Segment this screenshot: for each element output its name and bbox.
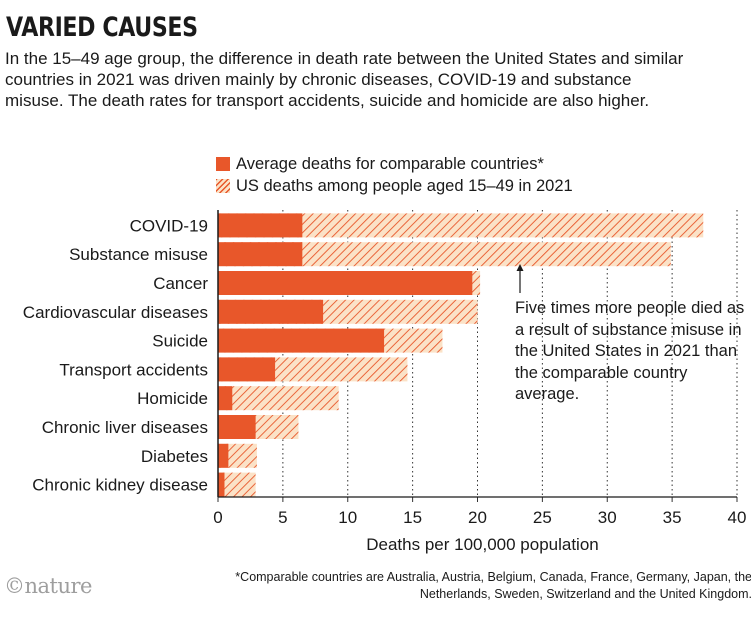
category-label: Cardiovascular diseases bbox=[23, 303, 208, 322]
x-tick-label: 20 bbox=[468, 508, 487, 527]
bar-comparable bbox=[218, 213, 303, 238]
category-label: COVID-19 bbox=[130, 216, 208, 235]
footnote: *Comparable countries are Australia, Aus… bbox=[235, 570, 751, 601]
legend: Average deaths for comparable countries*… bbox=[216, 153, 573, 197]
grid-lines bbox=[282, 210, 738, 497]
bar-us bbox=[218, 386, 339, 411]
nature-logo: ©nature bbox=[4, 574, 92, 598]
bar-comparable bbox=[218, 386, 233, 411]
x-tick-label: 25 bbox=[533, 508, 552, 527]
legend-swatch-solid bbox=[216, 157, 230, 171]
x-tick-label: 0 bbox=[213, 508, 222, 527]
x-tick-label: 5 bbox=[278, 508, 287, 527]
legend-item-comparable: Average deaths for comparable countries* bbox=[216, 153, 573, 175]
x-tick-label: 15 bbox=[403, 508, 422, 527]
legend-label-us: US deaths among people aged 15–49 in 202… bbox=[236, 176, 573, 195]
legend-label-comparable: Average deaths for comparable countries* bbox=[236, 154, 544, 173]
bar-comparable bbox=[218, 443, 229, 468]
bar-comparable bbox=[218, 299, 324, 324]
chart-title: VARIED CAUSES bbox=[6, 12, 198, 43]
x-tick-label: 30 bbox=[598, 508, 617, 527]
bar-comparable bbox=[218, 472, 225, 497]
legend-swatch-hatched bbox=[216, 179, 230, 193]
bar-comparable bbox=[218, 328, 385, 353]
chart-subtitle: In the 15–49 age group, the difference i… bbox=[5, 49, 684, 110]
x-tick-label: 35 bbox=[663, 508, 682, 527]
annotation-text: Five times more people died as a result … bbox=[515, 299, 745, 403]
x-axis-label: Deaths per 100,000 population bbox=[366, 535, 599, 554]
category-label: Suicide bbox=[152, 332, 208, 351]
bar-comparable bbox=[218, 242, 303, 267]
x-tick-label: 10 bbox=[338, 508, 357, 527]
annotation-arrowhead bbox=[516, 264, 524, 271]
category-label: Chronic kidney disease bbox=[32, 476, 208, 495]
category-label: Chronic liver diseases bbox=[42, 418, 208, 437]
bar-comparable bbox=[218, 415, 256, 439]
legend-item-us: US deaths among people aged 15–49 in 202… bbox=[216, 175, 573, 197]
category-label: Cancer bbox=[153, 274, 208, 293]
bar-comparable bbox=[218, 357, 276, 382]
category-label: Homicide bbox=[137, 389, 208, 408]
bar-comparable bbox=[218, 271, 473, 295]
x-tick-label: 40 bbox=[728, 508, 747, 527]
axes: 0 5 10 15 20 25 30 35 40 COVID-19 Substance misuse… bbox=[23, 210, 747, 554]
category-label: Transport accidents bbox=[59, 360, 208, 379]
category-label: Substance misuse bbox=[69, 245, 208, 264]
bars bbox=[218, 213, 704, 497]
category-label: Diabetes bbox=[141, 447, 208, 466]
